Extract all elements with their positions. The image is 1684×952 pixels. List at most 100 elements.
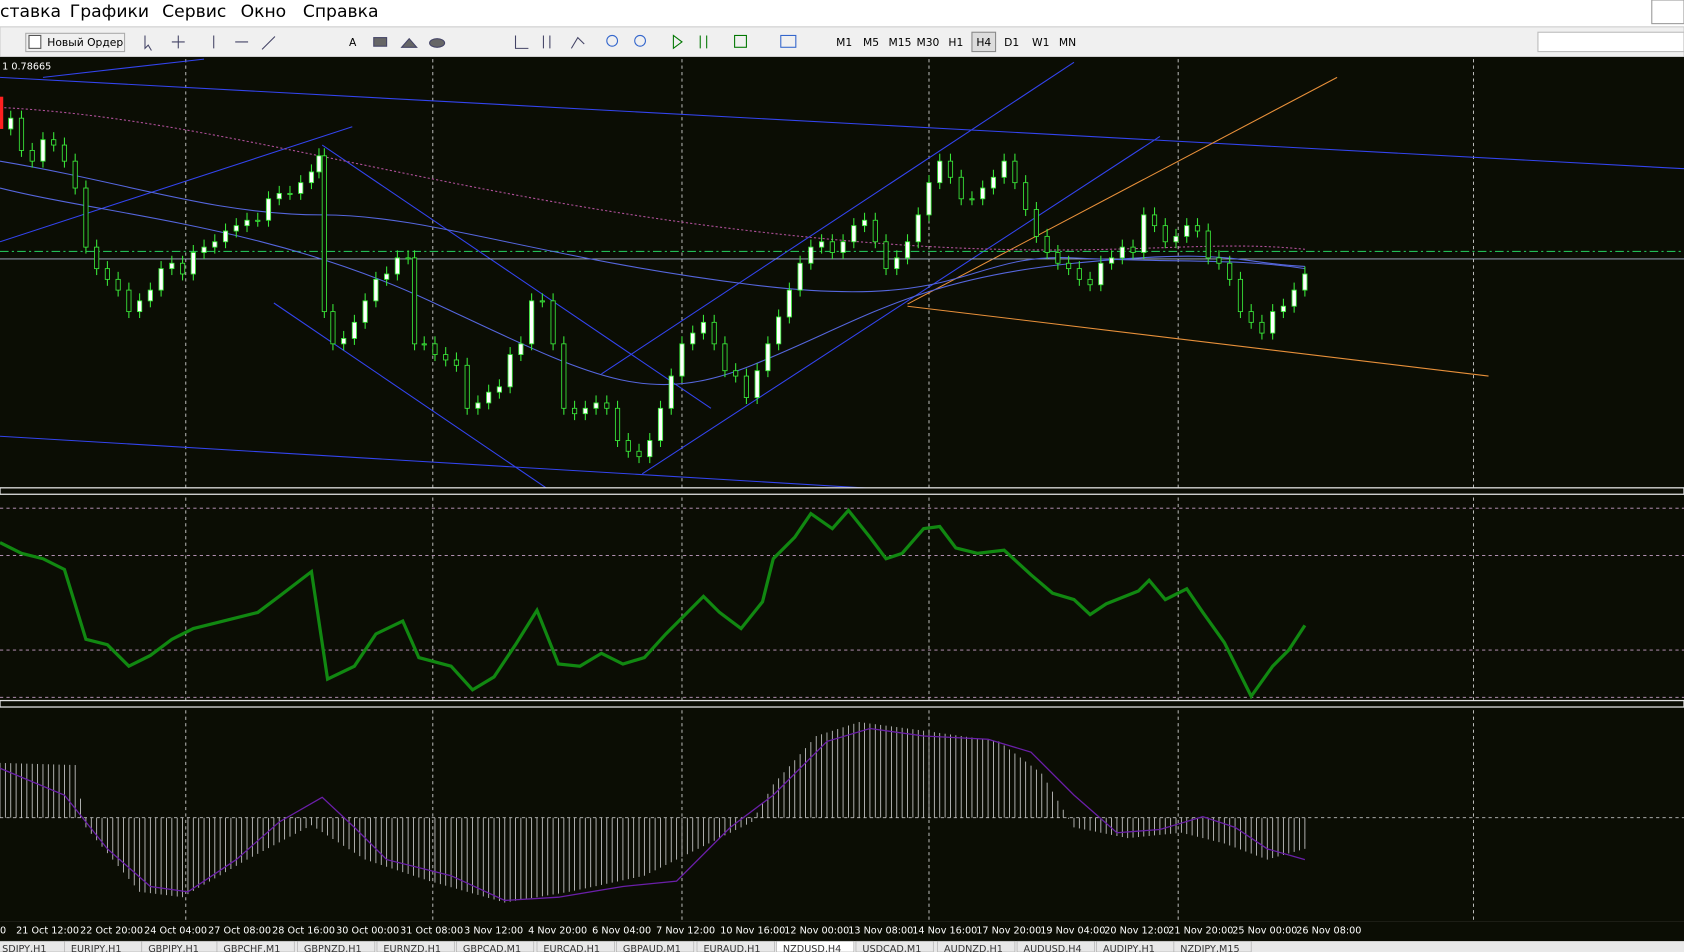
tab[interactable] bbox=[376, 940, 455, 952]
candle-body bbox=[990, 176, 997, 189]
timeframe-button[interactable]: M5 bbox=[863, 36, 879, 49]
search-box[interactable] bbox=[1537, 31, 1684, 53]
candle-body bbox=[840, 241, 846, 253]
candle-body bbox=[561, 343, 567, 409]
candle-body bbox=[614, 407, 621, 441]
oscillator-line bbox=[0, 507, 1307, 700]
candle-body bbox=[190, 252, 196, 275]
candle-body bbox=[947, 160, 954, 178]
candle-body bbox=[797, 262, 803, 291]
histogram bbox=[0, 722, 1306, 903]
date-label: 17 Nov 20:00 bbox=[976, 926, 1041, 937]
candle-body bbox=[126, 289, 132, 313]
tab[interactable] bbox=[297, 940, 376, 952]
date-label: 30 Oct 00:00 bbox=[336, 926, 399, 937]
timeframe-button[interactable]: H4 bbox=[976, 36, 991, 49]
candle-body bbox=[829, 241, 835, 253]
candle-body bbox=[1237, 278, 1244, 313]
candle-body bbox=[958, 176, 964, 200]
date-label: 0 bbox=[0, 926, 6, 937]
candle-body bbox=[1141, 214, 1147, 253]
tab-label: GBPNZD,H1 bbox=[304, 944, 362, 952]
candle-body bbox=[1162, 225, 1168, 243]
timeframe-button[interactable]: H1 bbox=[948, 36, 963, 49]
tab-label: GBPCAD,M1 bbox=[463, 944, 521, 952]
menu-item[interactable]: Окно bbox=[241, 2, 287, 22]
candle-body bbox=[255, 219, 261, 222]
candle-body bbox=[405, 257, 411, 260]
date-label: 10 Nov 16:00 bbox=[720, 926, 785, 937]
timeframe-button[interactable]: M30 bbox=[916, 36, 939, 49]
candle-body bbox=[1023, 182, 1029, 210]
tab-label: AUDJPY,H1 bbox=[1103, 944, 1155, 952]
candle-body bbox=[722, 343, 728, 372]
candle-body bbox=[94, 246, 100, 270]
tab-label: GBPAUD,M1 bbox=[623, 944, 681, 952]
candle-body bbox=[51, 139, 57, 146]
candle-body bbox=[754, 370, 760, 398]
candle-body bbox=[690, 332, 696, 345]
candle-body bbox=[518, 343, 524, 356]
tab[interactable] bbox=[696, 940, 775, 952]
candle-body bbox=[883, 241, 889, 270]
tab[interactable] bbox=[1016, 940, 1095, 952]
menu-item[interactable]: Справка bbox=[303, 2, 379, 22]
candle-body bbox=[321, 155, 327, 313]
tab[interactable] bbox=[1173, 940, 1252, 952]
date-label: 3 Nov 12:00 bbox=[464, 926, 523, 937]
candle-body bbox=[373, 278, 379, 302]
date-label: 7 Nov 12:00 bbox=[656, 926, 715, 937]
candle-body bbox=[786, 289, 792, 318]
timeframe-button[interactable]: M15 bbox=[889, 36, 912, 49]
date-label: 19 Nov 04:00 bbox=[1040, 926, 1105, 937]
menu-item[interactable]: Графики bbox=[70, 2, 149, 22]
pressed-timeframe bbox=[971, 31, 997, 53]
tab[interactable] bbox=[937, 940, 1016, 952]
candle-body bbox=[1194, 225, 1201, 232]
menu-item[interactable]: ставка bbox=[0, 2, 61, 22]
candle-body bbox=[411, 257, 418, 345]
candle-body bbox=[1076, 268, 1082, 280]
candle-body bbox=[61, 144, 68, 162]
candle-body bbox=[1259, 321, 1265, 334]
menu-bar bbox=[0, 0, 1684, 27]
candle-body bbox=[104, 268, 110, 280]
candle-body bbox=[330, 311, 336, 345]
date-label: 27 Oct 08:00 bbox=[208, 926, 271, 937]
date-label: 26 Nov 08:00 bbox=[1296, 926, 1361, 937]
date-label: 13 Nov 08:00 bbox=[848, 926, 913, 937]
tab[interactable] bbox=[216, 940, 295, 952]
tab[interactable] bbox=[456, 940, 535, 952]
candle-body bbox=[647, 440, 653, 458]
candle-body bbox=[265, 198, 272, 221]
new-order-button[interactable] bbox=[25, 32, 126, 53]
candle-body bbox=[915, 214, 921, 243]
tab-label: AUDNZD,H1 bbox=[944, 944, 1003, 952]
tab[interactable] bbox=[536, 940, 615, 952]
tab[interactable] bbox=[776, 940, 855, 952]
candle-body bbox=[1012, 160, 1018, 184]
date-label: 21 Nov 20:00 bbox=[1168, 926, 1233, 937]
tab[interactable] bbox=[855, 940, 934, 952]
candle-body bbox=[496, 386, 502, 393]
candle-body bbox=[1291, 289, 1297, 307]
timeframe-button[interactable]: M1 bbox=[836, 36, 852, 49]
candle-body bbox=[72, 160, 78, 189]
candle-body bbox=[711, 321, 717, 345]
candle-body bbox=[1033, 209, 1039, 237]
menu-item[interactable]: Сервис bbox=[162, 2, 226, 22]
timeframe-button[interactable]: W1 bbox=[1032, 36, 1049, 49]
candle-body bbox=[362, 300, 368, 323]
date-label: 14 Nov 16:00 bbox=[912, 926, 977, 937]
candle-body bbox=[1248, 311, 1254, 323]
timeframe-button[interactable]: D1 bbox=[1004, 36, 1019, 49]
tab[interactable] bbox=[616, 940, 695, 952]
window-button[interactable] bbox=[1651, 0, 1684, 25]
candle-body bbox=[743, 375, 749, 398]
timeframe-button[interactable]: MN bbox=[1059, 36, 1076, 49]
price-label: 1 0.78665 bbox=[2, 62, 51, 73]
candle-body bbox=[179, 262, 186, 275]
candle-body bbox=[233, 225, 239, 232]
tab-label: EURJPY,H1 bbox=[71, 944, 122, 952]
